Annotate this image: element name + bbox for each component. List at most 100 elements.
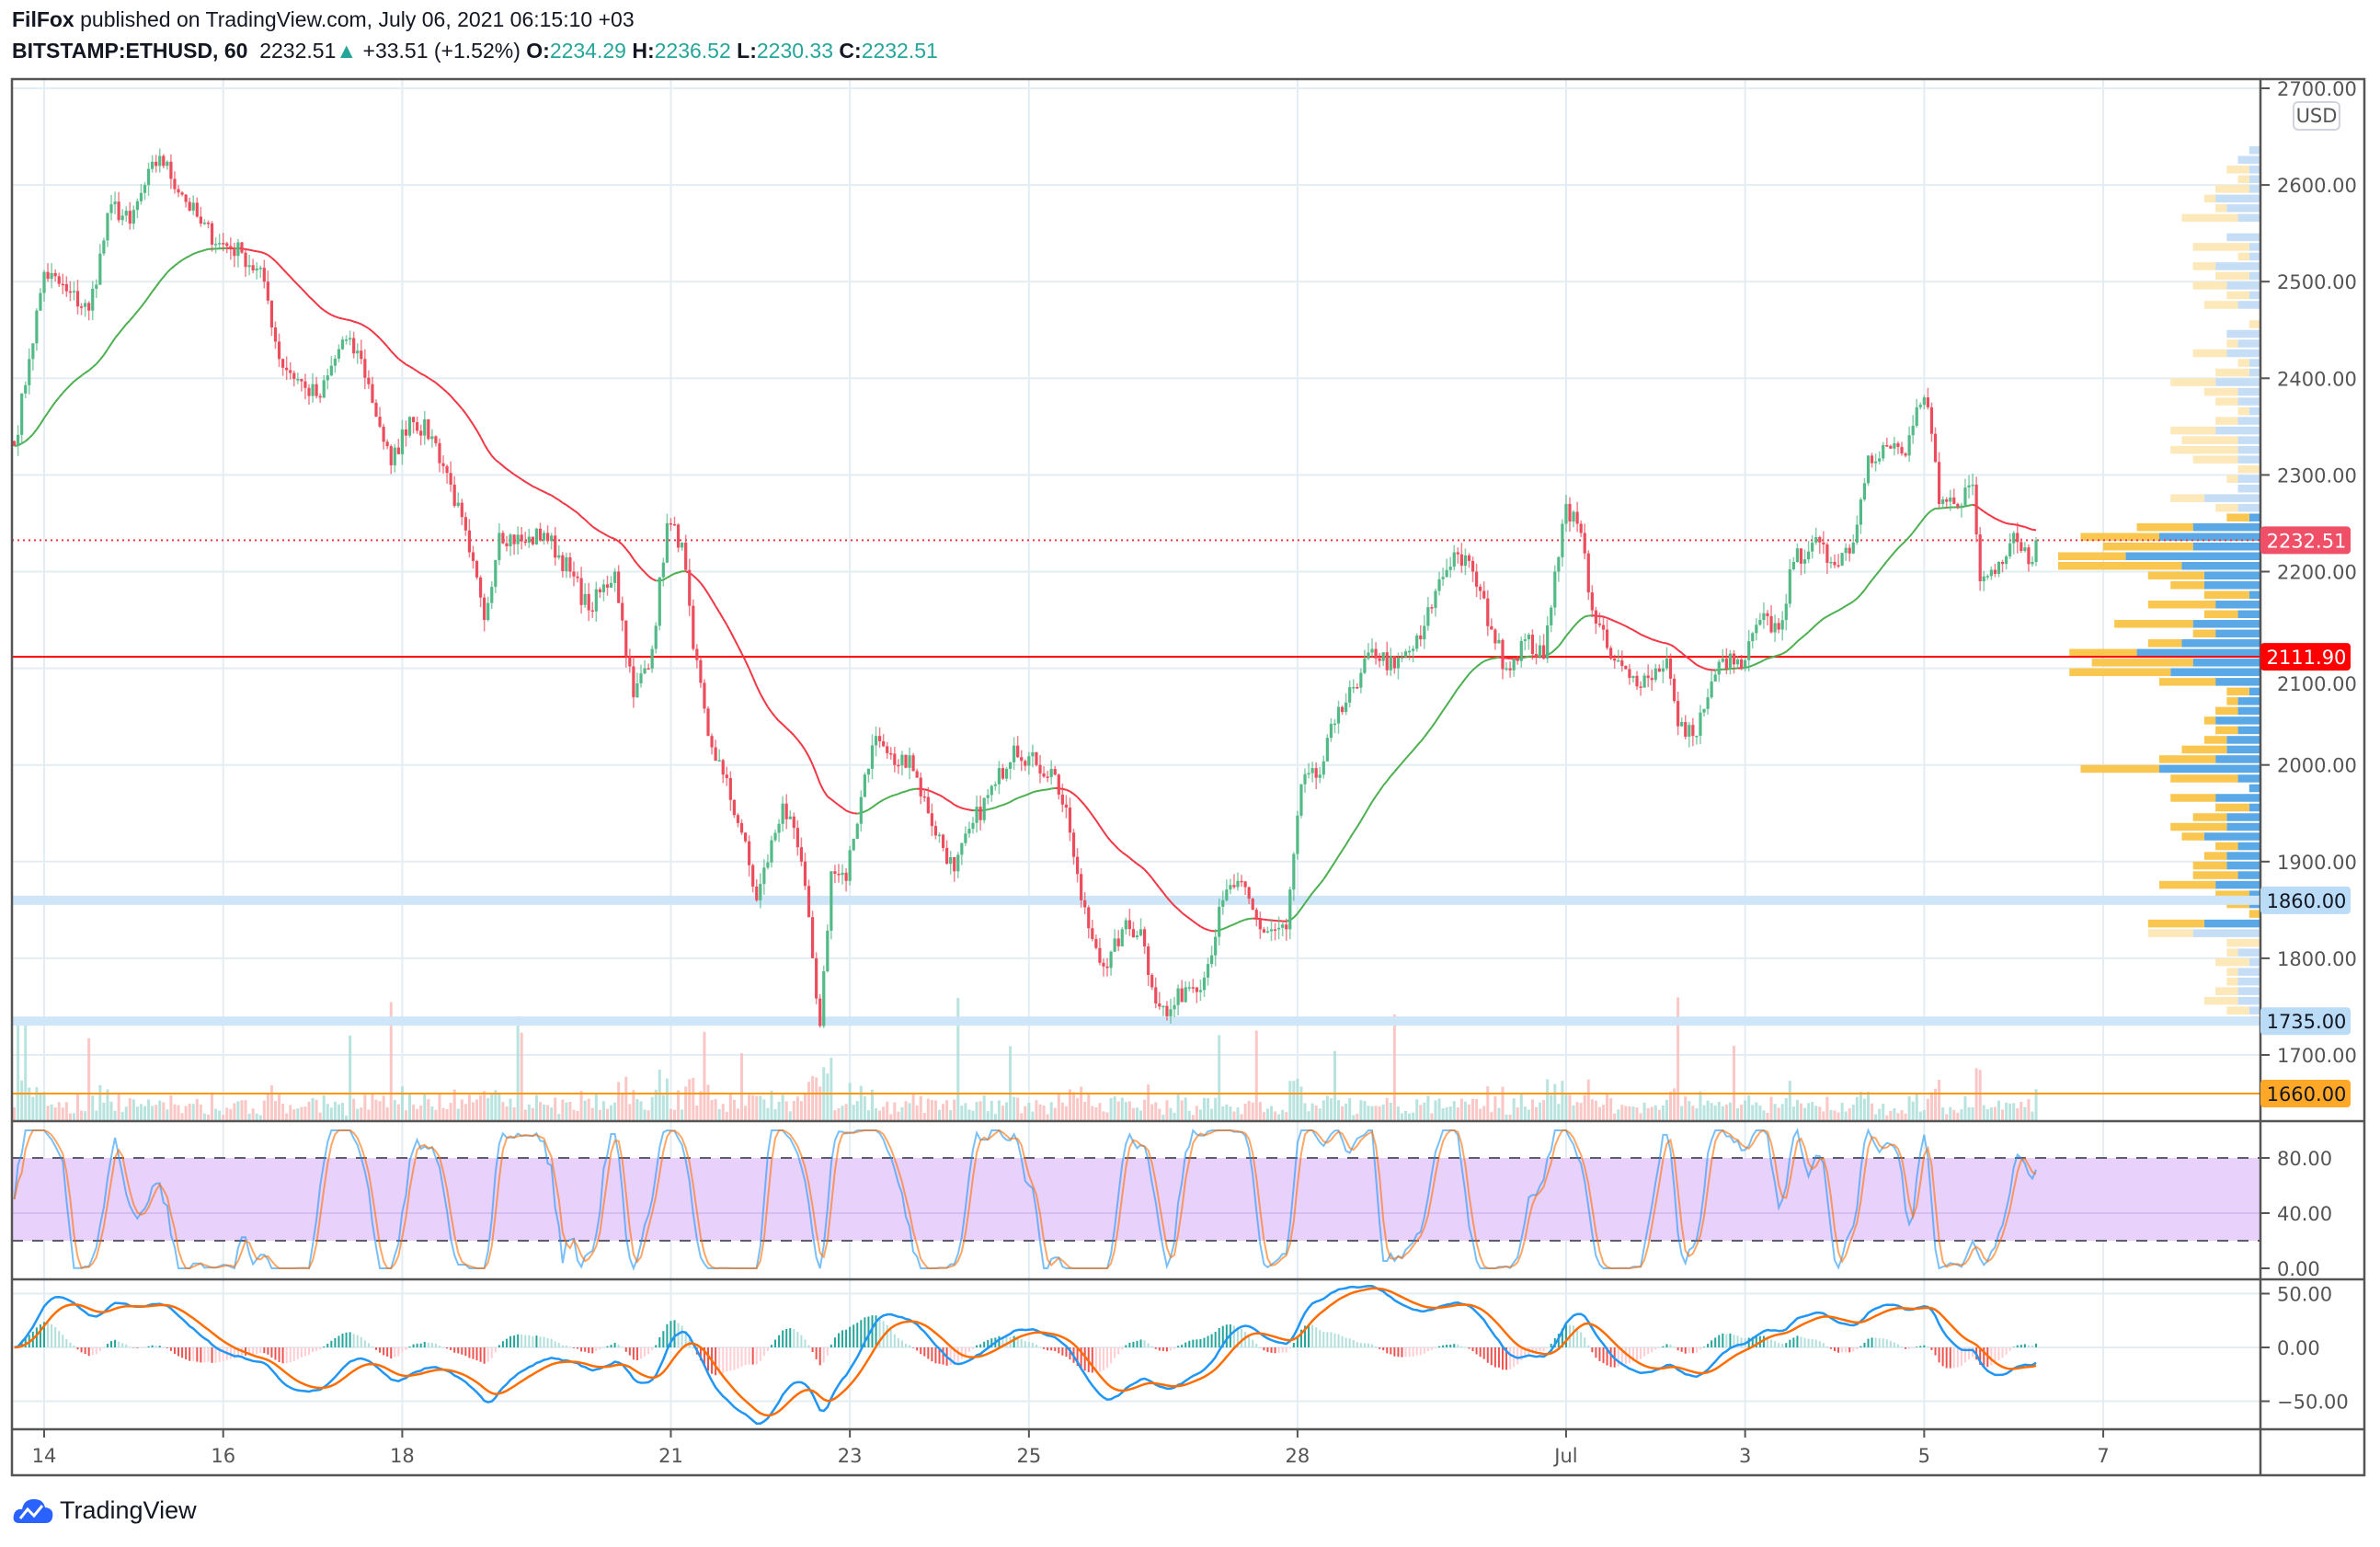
macd-histogram-bar [1139,1339,1142,1347]
volume-bar [1673,1088,1676,1120]
candle-body [624,620,628,657]
candle-body [1027,756,1031,766]
ma-segment [1681,652,1687,658]
volume-bar [815,1077,818,1120]
candle-body [1251,899,1254,911]
macd-histogram-bar [1013,1335,1015,1347]
volume-bar [1597,1106,1601,1120]
macd-histogram-bar [1658,1347,1661,1348]
volume-bar [601,1101,605,1120]
volume-bar [1236,1107,1240,1120]
volume-bar [352,1098,356,1120]
ma-segment [1080,800,1086,807]
ma-segment [762,700,769,708]
ma-segment [722,617,728,625]
volume-bar [1116,1101,1120,1120]
ma-segment [999,804,1003,808]
macd-histogram-bar [1221,1325,1224,1347]
ma-segment [1663,641,1667,645]
macd-histogram-bar [565,1346,567,1347]
volume-bar [807,1082,811,1120]
volume-bar [1139,1110,1143,1120]
volume-profile-up [2237,977,2260,986]
low-label: L: [737,39,757,63]
candle-body [1572,511,1575,522]
ma-segment [125,319,132,326]
candle-body [1467,555,1471,561]
macd-histogram-bar [1442,1345,1445,1347]
ma-segment [76,374,83,380]
volume-bar [1747,1094,1751,1120]
candle-body [1254,910,1258,920]
ma-segment [1181,911,1186,917]
macd-histogram-bar [453,1347,456,1353]
volume-bar [1184,1097,1187,1120]
volume-profile-down [2215,803,2249,812]
macd-histogram-bar [1024,1341,1026,1347]
volume-bar [841,1106,844,1120]
candle-body [534,528,539,544]
ma-segment [1091,814,1097,821]
ma-segment [1204,927,1208,932]
ma-segment [822,790,829,797]
ma-segment [308,295,314,301]
candle-body [258,268,262,269]
macd-histogram-bar [106,1344,109,1347]
macd-histogram-bar [345,1332,348,1347]
candle-body [266,281,269,301]
volume-profile-up [2192,620,2260,628]
volume-profile-up [2226,822,2260,831]
volume-bar [412,1104,416,1120]
volume-bar [356,1108,360,1120]
volume-bar [2016,1107,2020,1120]
candle-body [870,745,875,769]
ma-segment [611,536,615,540]
macd-histogram-bar [349,1332,351,1347]
volume-bar [632,1090,635,1120]
volume-bar [699,1091,703,1120]
volume-bar [1214,1097,1218,1120]
candle-body [184,194,188,202]
symbol-name[interactable]: BITSTAMP:ETHUSD, 60 [12,39,248,63]
candle-body [427,418,430,440]
volume-bar [624,1076,628,1120]
ma-segment [726,624,732,633]
volume-profile-up [2237,397,2260,406]
ma-segment [174,261,179,267]
ma-segment [114,332,120,339]
macd-histogram-bar [606,1346,609,1347]
macd-histogram-bar [1852,1347,1855,1352]
macd-histogram-bar [956,1347,959,1363]
macd-histogram-bar [1945,1347,1948,1369]
candle-body [1732,653,1736,665]
macd-histogram-bar [1348,1338,1351,1347]
ma-segment [845,809,851,813]
ma-segment [1807,627,1814,633]
volume-bar [1501,1086,1505,1120]
candle-body [1661,668,1665,672]
candle-body [1766,613,1769,616]
ma-segment [1226,924,1231,929]
candle-body [795,828,799,848]
ma-segment [562,501,567,506]
volume-bar [441,1107,445,1120]
volume-bar [2034,1089,2038,1120]
volume-bar [1389,1102,1392,1120]
ma-segment [830,798,836,804]
tradingview-logo[interactable]: TradingView [12,1495,197,1525]
candle-body [233,249,236,257]
volume-profile-up [2248,957,2260,967]
volume-bar [1546,1079,1550,1120]
volume-bar [654,1089,658,1120]
volume-bar [1392,1014,1396,1120]
macd-histogram-bar [91,1347,94,1356]
volume-bar [1463,1101,1467,1120]
currency-badge[interactable]: USD [2293,101,2340,131]
volume-bar [427,1099,430,1120]
volume-profile-up [2237,968,2260,976]
macd-histogram-bar [889,1329,892,1347]
candle-body [1486,598,1490,626]
candle-body [53,272,57,277]
author-name[interactable]: FilFox [12,7,74,31]
